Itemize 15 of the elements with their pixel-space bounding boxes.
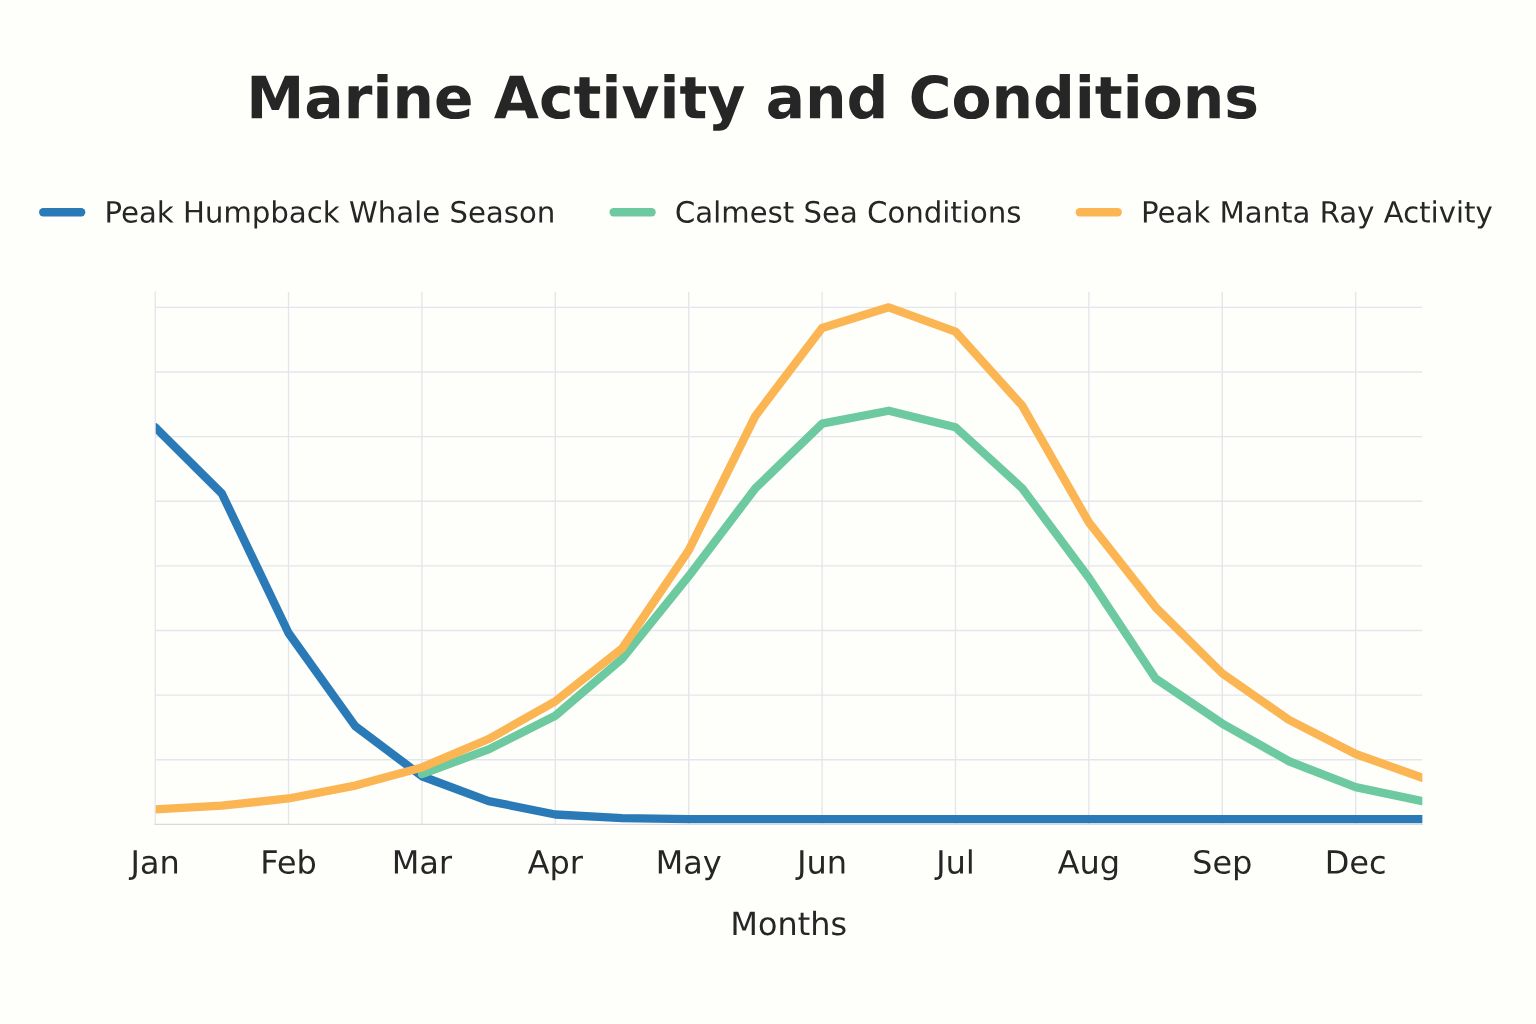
x-tick-label: Jun <box>795 850 845 880</box>
legend-label: Peak Manta Ray Activity <box>1143 200 1492 229</box>
legend-label: Peak Humpback Whale Season <box>107 200 553 229</box>
chart-title: Marine Activity and Conditions <box>251 73 1257 131</box>
x-tick-label: Aug <box>1057 850 1118 881</box>
x-tick-label: Feb <box>263 849 316 875</box>
x-tick-label: Jul <box>934 849 972 880</box>
x-tick-label: Dec <box>1327 850 1385 875</box>
x-tick-label: Sep <box>1194 849 1251 881</box>
x-tick-label: Jan <box>128 850 178 880</box>
x-tick-label: Mar <box>394 850 453 875</box>
x-tick-label: May <box>658 850 721 881</box>
x-axis-title: Months <box>733 910 846 936</box>
legend-label: Calmest Sea Conditions <box>676 200 1021 223</box>
x-tick-label: Apr <box>527 850 583 881</box>
